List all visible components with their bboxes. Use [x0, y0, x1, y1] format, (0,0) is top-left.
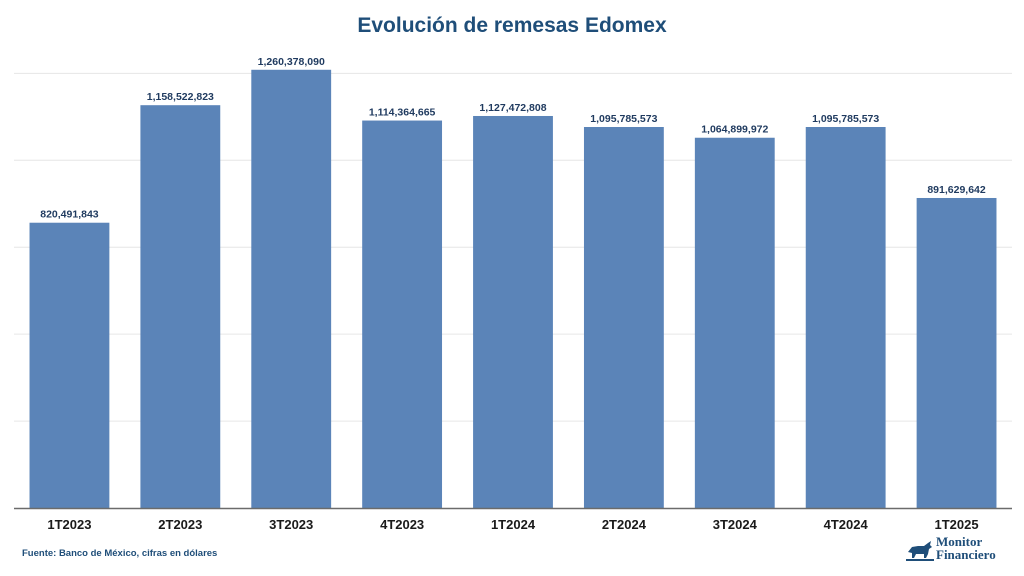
monitor-financiero-logo: Monitor Financiero [906, 534, 1022, 566]
data-label: 1,127,472,808 [479, 102, 546, 114]
data-label: 1,114,364,665 [369, 107, 436, 119]
bar-1T2023 [29, 222, 110, 508]
x-tick-label: 3T2023 [269, 517, 313, 532]
x-tick-label: 2T2023 [158, 517, 202, 532]
bull-icon [906, 541, 934, 561]
logo-text: Monitor Financiero [936, 534, 996, 562]
x-tick-label: 1T2024 [491, 517, 536, 532]
bar-3T2023 [251, 69, 332, 508]
bar-4T2023 [362, 120, 443, 508]
chart-title: Evolución de remesas Edomex [357, 14, 667, 37]
x-tick-label: 1T2025 [935, 517, 979, 532]
bar-4T2024 [805, 127, 886, 508]
bar-1T2024 [473, 115, 553, 508]
x-tick-label: 4T2024 [824, 517, 869, 532]
bar-1T2025 [916, 197, 997, 508]
bar-2T2023 [140, 105, 221, 509]
x-tick-label: 2T2024 [602, 517, 647, 532]
data-label: 891,629,642 [927, 184, 986, 196]
bar-3T2024 [694, 137, 775, 508]
data-label: 1,064,899,972 [701, 124, 768, 136]
data-label: 820,491,843 [40, 209, 99, 221]
x-tick-label: 3T2024 [713, 517, 758, 532]
data-label: 1,158,522,823 [147, 91, 214, 103]
x-tick-label: 1T2023 [47, 517, 91, 532]
data-label: 1,095,785,573 [590, 113, 657, 125]
x-tick-label: 4T2023 [380, 517, 424, 532]
bar-2T2024 [583, 127, 664, 508]
source-note: Fuente: Banco de México, cifras en dólar… [22, 548, 218, 559]
data-label: 1,095,785,573 [812, 113, 879, 125]
data-label: 1,260,378,090 [258, 56, 325, 68]
